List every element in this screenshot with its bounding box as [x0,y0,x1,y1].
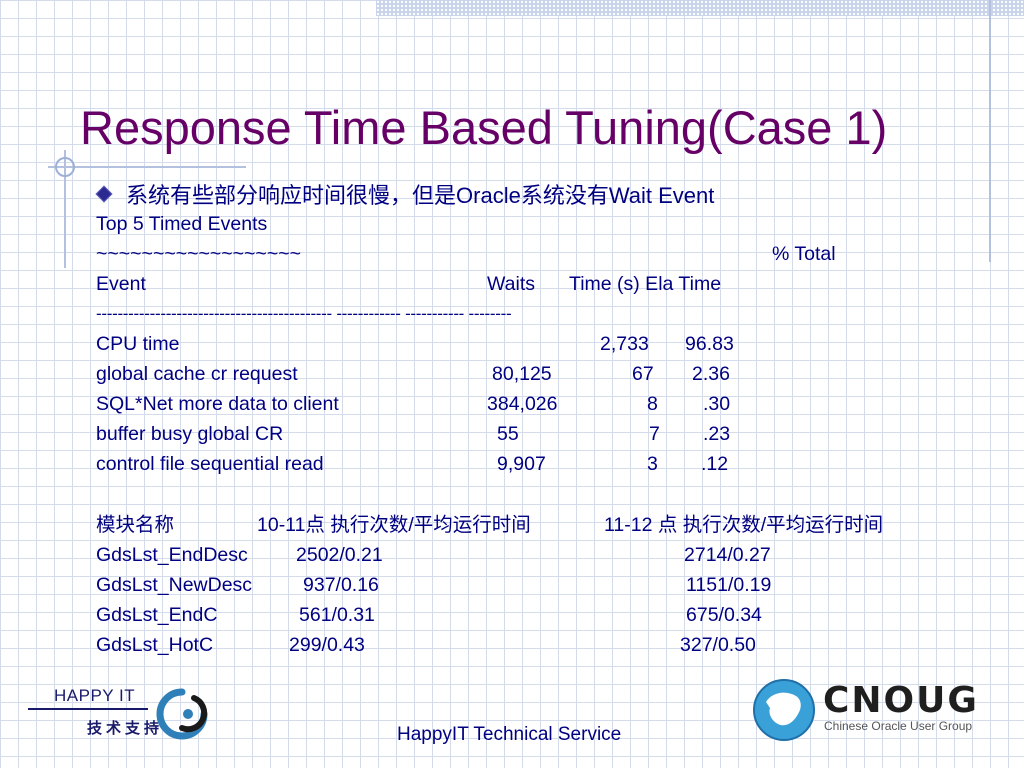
row-waits: 9,907 [497,453,546,475]
happy-it-swirl-icon [156,688,208,740]
col-time: Time (s) Ela Time [569,273,722,295]
report-tilde: ~~~~~~~~~~~~~~~~~~ [96,243,301,265]
module-name: GdsLst_EndDesc [96,544,248,566]
row-ela: .12 [701,453,729,475]
happy-it-logo: HAPPY IT 技术支持 [24,684,234,746]
header-band [376,0,1024,16]
row-time: 8 [647,393,658,415]
module-value-1011: 561/0.31 [299,604,375,626]
bullet-text-cn: 系统有些部分响应时间很慢，但是 [126,183,457,208]
report-heading: Top 5 Timed Events [96,213,268,235]
globe-icon [753,679,815,741]
module-value-1112: 675/0.34 [686,604,762,626]
module-value-1112: 327/0.50 [680,634,756,656]
row-event: control file sequential read [96,453,324,475]
row-event: global cache cr request [96,363,298,385]
row-waits: 55 [497,423,519,445]
decor-vertical-line-left [64,150,66,268]
row-time: 7 [649,423,660,445]
row-time: 3 [647,453,658,475]
module-value-1011: 2502/0.21 [296,544,383,566]
row-waits: 384,026 [487,393,558,415]
module-col-1011: 10-11点 执行次数/平均运行时间 [257,514,531,536]
happy-it-logo-text: HAPPY IT [54,686,136,705]
bullet-text-end: Wait Event [608,183,715,208]
cnoug-logo: CNOUG Chinese Oracle User Group [750,678,990,758]
report-separator: ----------------------------------------… [96,304,512,323]
col-waits: Waits [487,273,536,295]
happy-it-logo-underline [28,708,148,710]
module-name: GdsLst_NewDesc [96,574,253,596]
decor-vertical-line [989,0,991,262]
footer-text: HappyIT Technical Service [397,724,622,745]
module-value-1011: 299/0.43 [289,634,365,656]
module-name: GdsLst_HotC [96,634,214,656]
cnoug-logo-subtitle: Chinese Oracle User Group [824,719,973,733]
col-pct-total: % Total [772,243,836,265]
row-event: CPU time [96,333,180,355]
slide-title: Response Time Based Tuning(Case 1) [80,101,888,154]
row-ela: .23 [703,423,731,445]
module-col-1112: 11-12 点 执行次数/平均运行时间 [604,514,884,536]
module-name: GdsLst_EndC [96,604,218,626]
module-value-1011: 937/0.16 [303,574,379,596]
row-time: 2,733 [600,333,649,355]
row-event: SQL*Net more data to client [96,393,339,415]
cnoug-logo-text: CNOUG [823,680,979,721]
module-col-name: 模块名称 [96,514,175,536]
row-ela: 96.83 [685,333,734,355]
bullet-point: 系统有些部分响应时间很慢，但是Oracle系统没有Wait Event [95,178,715,210]
row-event: buffer busy global CR [96,423,284,445]
module-value-1112: 2714/0.27 [684,544,771,566]
bullet-text-oracle: Oracle [456,183,521,208]
decor-horizontal-line [48,166,246,168]
row-ela: .30 [703,393,731,415]
decor-circle [55,157,75,177]
diamond-bullet-icon [95,185,113,203]
row-ela: 2.36 [692,363,730,385]
bullet-text-cn2: 系统没有 [520,183,609,208]
row-time: 67 [632,363,654,385]
module-value-1112: 1151/0.19 [686,574,772,596]
happy-it-logo-cn: 技术支持 [87,720,164,737]
col-event: Event [96,273,146,295]
row-waits: 80,125 [492,363,552,385]
